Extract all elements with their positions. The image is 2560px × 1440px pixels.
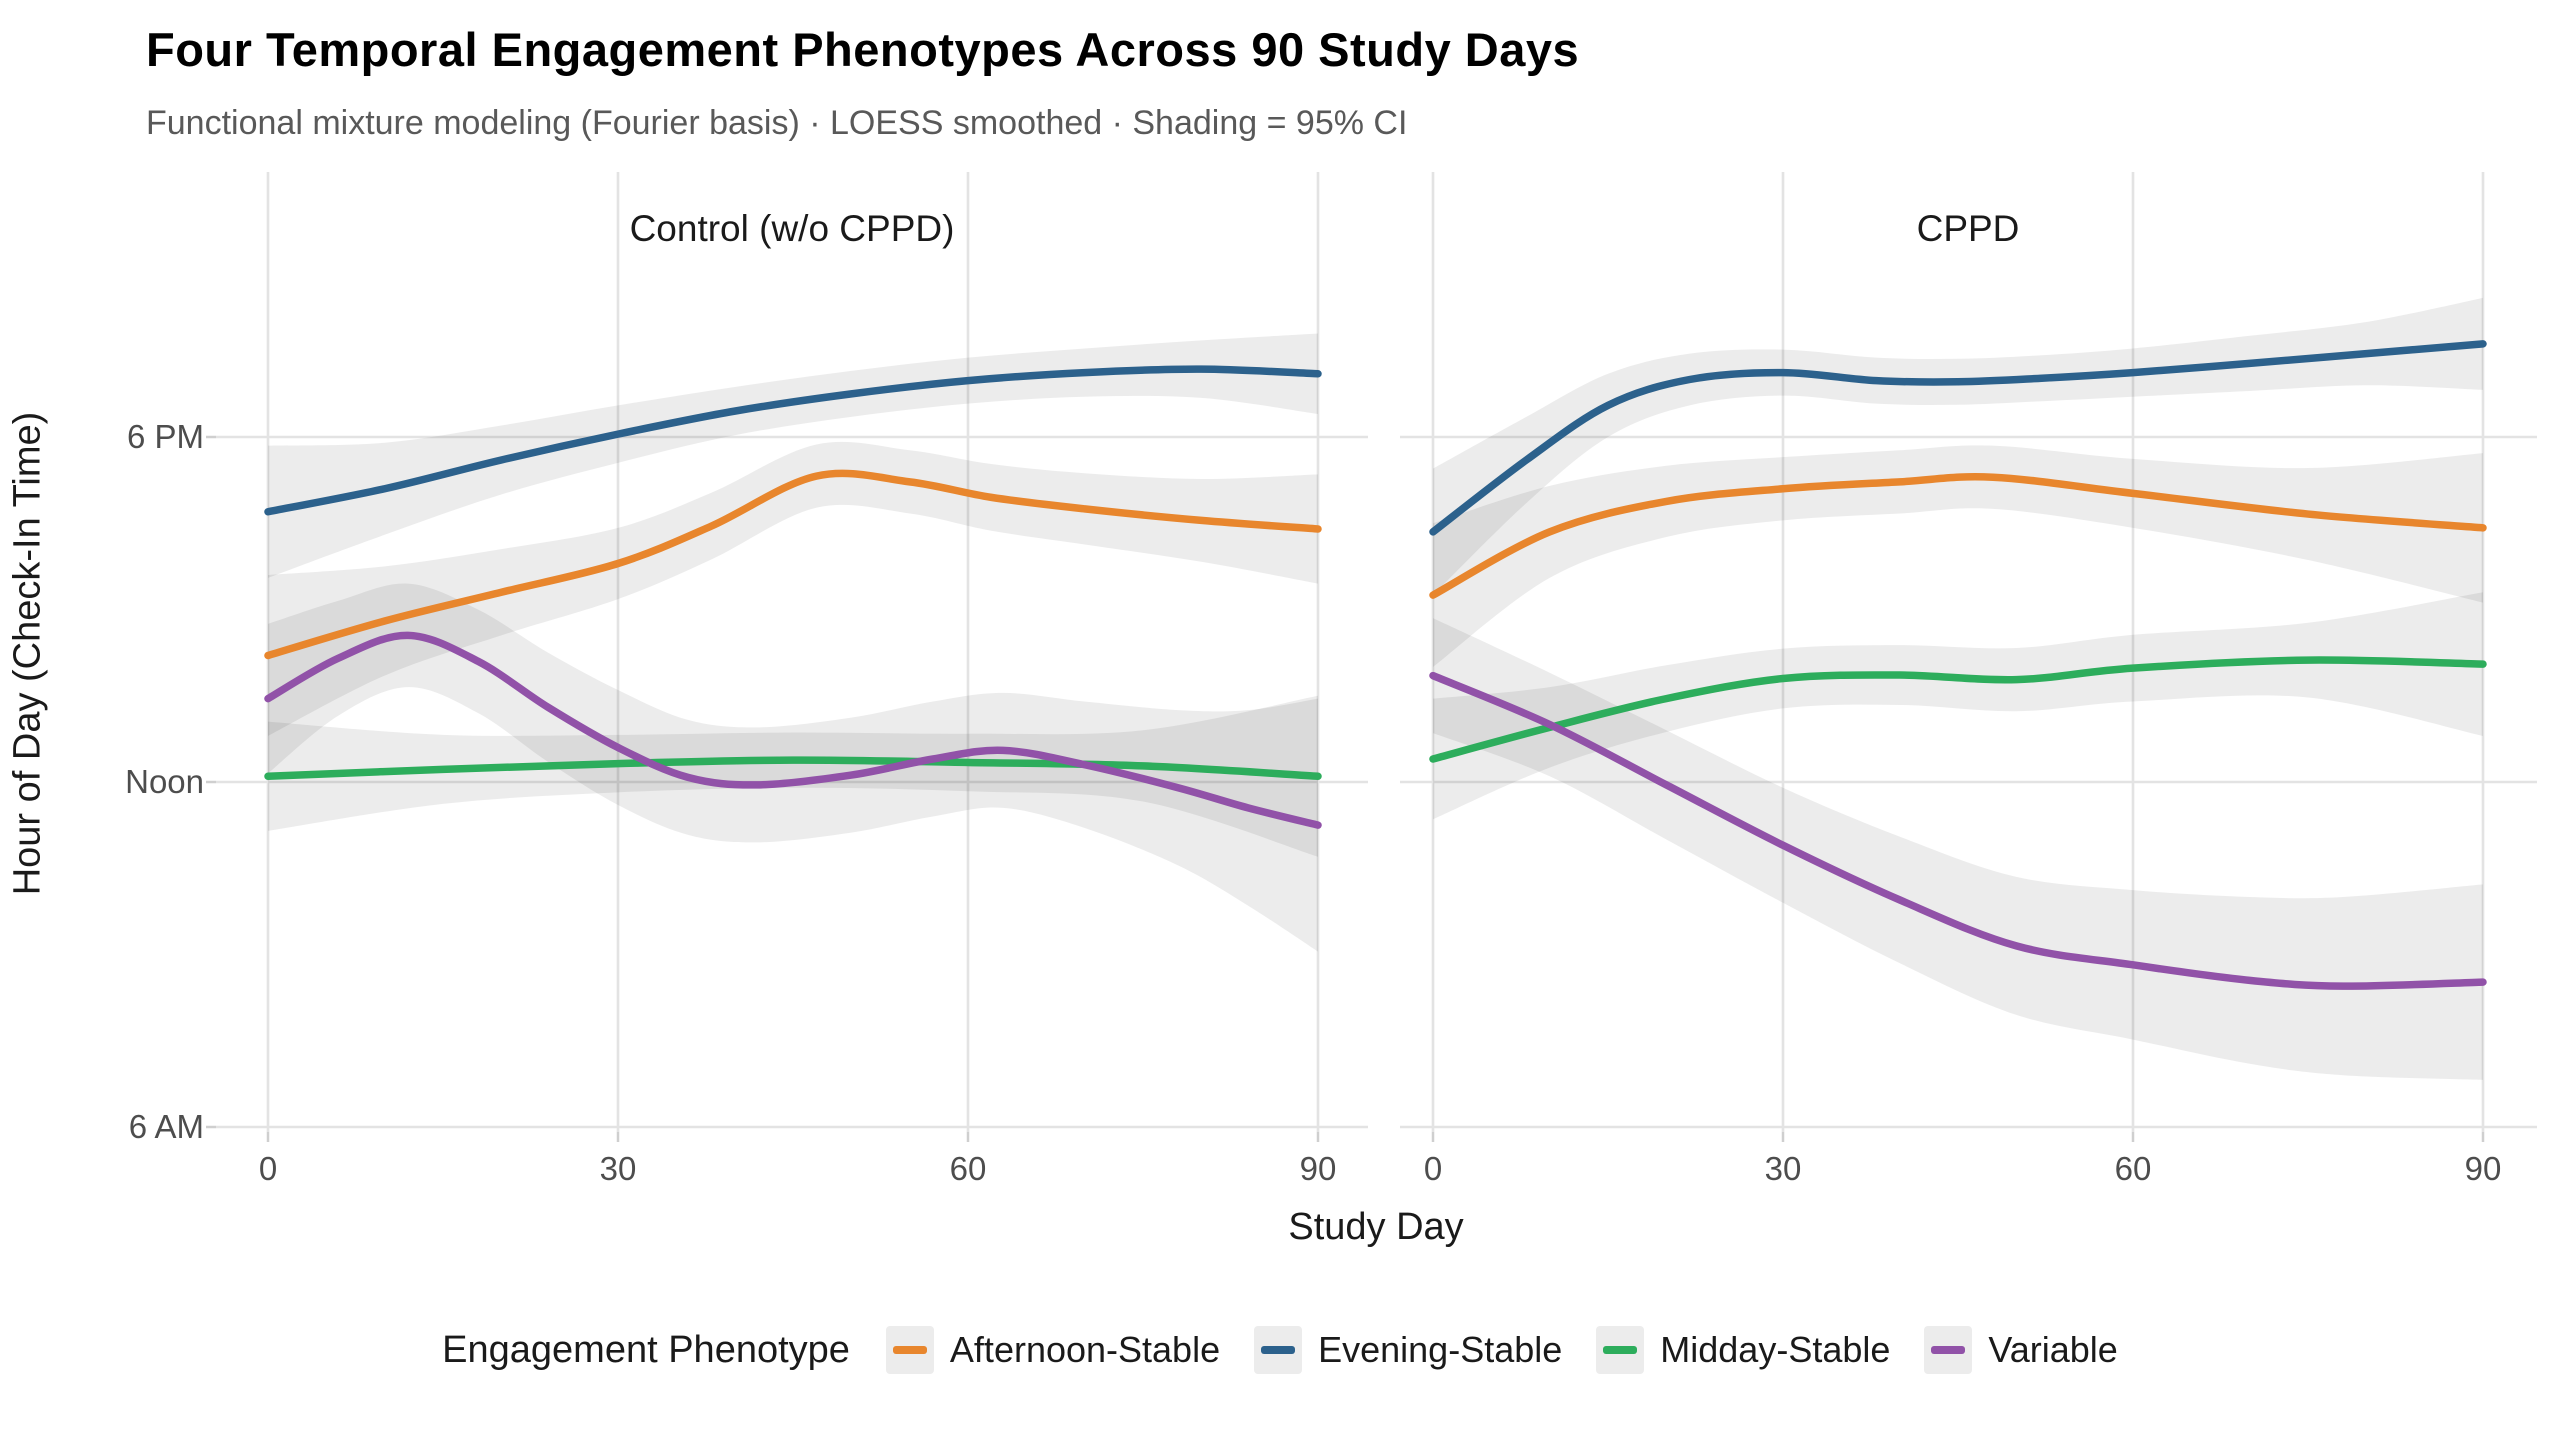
trend-lines	[264, 365, 1322, 829]
legend-item-variable: Variable	[1924, 1326, 2118, 1374]
trend-line-variable	[264, 631, 1322, 829]
facet-label-control: Control (w/o CPPD)	[629, 208, 955, 249]
chart-panel-cppd	[1400, 172, 2537, 1142]
legend-key-icon	[885, 1326, 934, 1374]
x-tick-label-panel1-90: 90	[1299, 1150, 1337, 1187]
legend-swatch-evening	[1261, 1346, 1296, 1354]
legend-item-evening: Evening-Stable	[1254, 1326, 1562, 1374]
y-tick-label-6-am: 6 AM	[128, 1108, 204, 1145]
trend-line-variable	[1429, 671, 2487, 990]
legend-title: Engagement Phenotype	[442, 1328, 850, 1371]
y-axis-title: Hour of Day (Check-In Time)	[6, 411, 49, 896]
axis-ticks	[206, 435, 1320, 1142]
legend-item-midday: Midday-Stable	[1596, 1326, 1890, 1374]
ci-ribbon-midday	[1433, 592, 2483, 820]
x-tick-label-panel2-30: 30	[1764, 1150, 1802, 1187]
legend-key-icon	[1596, 1326, 1645, 1374]
legend-swatch-afternoon	[892, 1346, 927, 1354]
trend-line-afternoon	[1429, 473, 2487, 599]
x-tick-label-panel2-60: 60	[2114, 1150, 2152, 1187]
legend-key-icon	[1254, 1326, 1303, 1374]
legend-key-icon	[1924, 1326, 1973, 1374]
x-tick-label-panel1-30: 30	[599, 1150, 637, 1187]
chart-subtitle: Functional mixture modeling (Fourier bas…	[146, 104, 1408, 142]
trend-line-midday	[264, 756, 1322, 780]
legend-label: Variable	[1988, 1329, 2118, 1370]
legend-label: Afternoon-Stable	[949, 1329, 1221, 1370]
legend-swatch-variable	[1931, 1346, 1966, 1354]
y-tick-label-noon: Noon	[125, 763, 204, 800]
legend-item-afternoon: Afternoon-Stable	[885, 1326, 1221, 1374]
x-axis-title: Study Day	[1288, 1206, 1464, 1248]
x-tick-label-panel1-0: 0	[258, 1150, 278, 1187]
trend-line-afternoon	[264, 469, 1322, 660]
chart-title: Four Temporal Engagement Phenotypes Acro…	[146, 23, 1580, 76]
ci-ribbons	[268, 333, 1318, 952]
trend-line-evening	[264, 365, 1322, 516]
facet-label-cppd: CPPD	[1916, 208, 2020, 249]
ci-ribbon-variable	[1433, 618, 2483, 1080]
ci-ribbon-afternoon	[268, 441, 1318, 736]
y-tick-label-6-pm: 6 PM	[126, 418, 204, 455]
legend-swatch-midday	[1603, 1346, 1638, 1354]
legend-label: Evening-Stable	[1318, 1329, 1563, 1370]
trend-line-evening	[1429, 340, 2487, 536]
ci-ribbon-evening	[1433, 297, 2483, 596]
gridlines	[1400, 172, 2537, 1132]
legend-label: Midday-Stable	[1660, 1329, 1891, 1370]
x-tick-label-panel2-0: 0	[1423, 1150, 1443, 1187]
chart-panel-control	[206, 172, 1368, 1142]
trend-lines	[1429, 340, 2487, 990]
axis-ticks	[1431, 1132, 2485, 1142]
ci-ribbon-midday	[268, 695, 1318, 857]
trend-line-midday	[1429, 656, 2487, 763]
legend: Engagement Phenotype Afternoon-Stable Eve…	[0, 1326, 2560, 1374]
gridlines	[216, 172, 1368, 1132]
x-tick-label-panel2-90: 90	[2464, 1150, 2502, 1187]
x-tick-label-panel1-60: 60	[949, 1150, 987, 1187]
ci-ribbon-variable	[268, 583, 1318, 952]
ci-ribbon-evening	[268, 333, 1318, 578]
